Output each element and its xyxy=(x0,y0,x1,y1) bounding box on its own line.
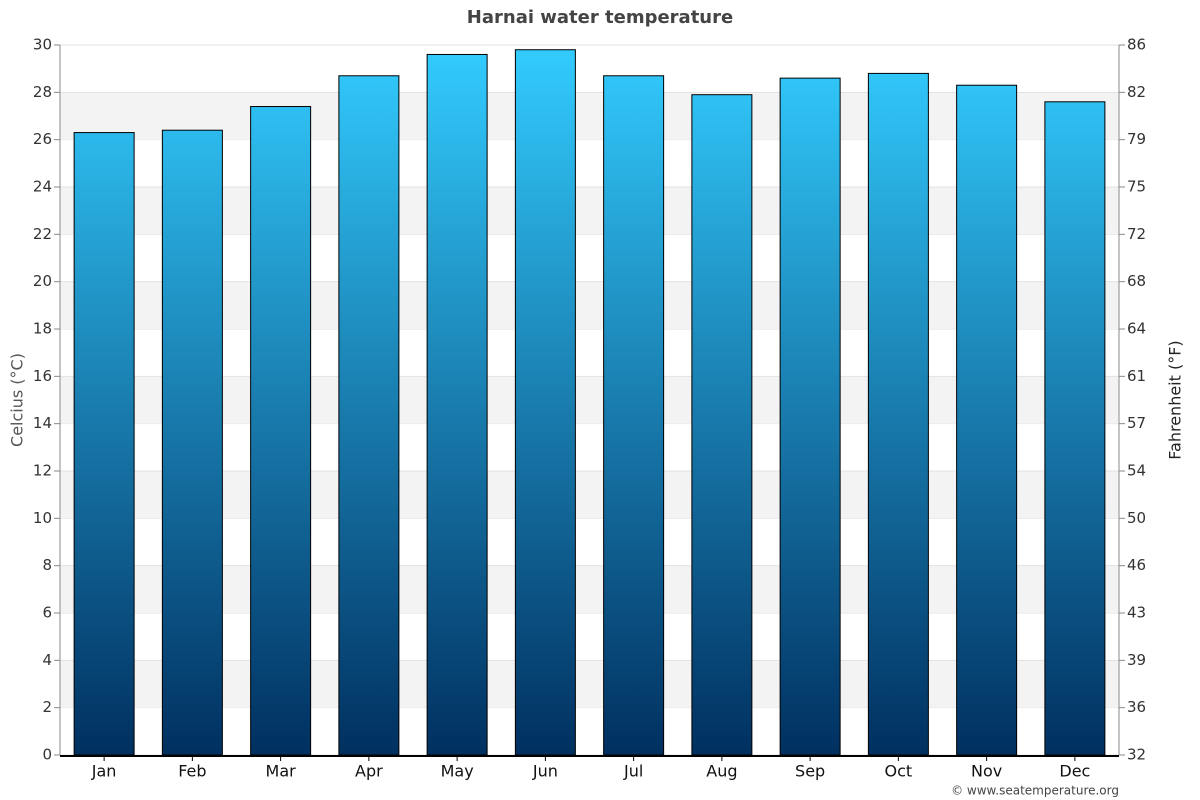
y2-tick-label: 61 xyxy=(1127,367,1146,385)
y-tick-label: 8 xyxy=(42,556,52,574)
y-tick-label: 0 xyxy=(42,746,52,764)
y2-tick-label: 57 xyxy=(1127,414,1146,432)
y-tick-label: 20 xyxy=(33,272,52,290)
bar xyxy=(426,53,488,756)
y2-tick-label: 46 xyxy=(1127,556,1146,574)
y-tick-label: 24 xyxy=(33,178,52,196)
x-tick-label: Nov xyxy=(971,762,1002,781)
grid-band xyxy=(60,660,1119,708)
bar xyxy=(338,75,400,756)
y2-tick-label: 32 xyxy=(1127,746,1146,764)
y2-tick-label: 64 xyxy=(1127,320,1146,338)
bar xyxy=(691,94,753,756)
y2-tick-label: 54 xyxy=(1127,462,1146,480)
grid-band xyxy=(60,376,1119,424)
y2-tick-label: 82 xyxy=(1127,83,1146,101)
grid-band xyxy=(60,471,1119,519)
y-tick-label: 26 xyxy=(33,130,52,148)
y-axis-label: Celcius (°C) xyxy=(8,353,27,447)
x-tick-label: Jul xyxy=(623,762,643,781)
bar xyxy=(1044,101,1106,756)
y-tick-label: 6 xyxy=(42,604,52,622)
y2-tick-label: 68 xyxy=(1127,272,1146,290)
y2-tick-label: 50 xyxy=(1127,509,1146,527)
x-tick-label: Dec xyxy=(1059,762,1090,781)
y2-axis-label: Fahrenheit (°F) xyxy=(1166,340,1185,459)
y-tick-label: 18 xyxy=(33,320,52,338)
x-tick-label: Apr xyxy=(355,762,383,781)
y-tick-label: 30 xyxy=(33,36,52,54)
x-tick-label: Oct xyxy=(885,762,913,781)
x-tick-label: Jan xyxy=(91,762,117,781)
grid-band xyxy=(60,565,1119,613)
y-tick-label: 10 xyxy=(33,509,52,527)
y-tick-label: 12 xyxy=(33,462,52,480)
y2-tick-label: 36 xyxy=(1127,698,1146,716)
grid-band xyxy=(60,281,1119,329)
bar xyxy=(956,84,1018,756)
x-tick-label: Feb xyxy=(178,762,206,781)
bar xyxy=(603,75,665,756)
y2-tick-label: 72 xyxy=(1127,225,1146,243)
credit: © www.seatemperature.org xyxy=(951,784,1119,798)
bar xyxy=(514,49,576,756)
grid-band xyxy=(60,92,1119,140)
y-tick-label: 2 xyxy=(42,698,52,716)
bar xyxy=(867,72,929,756)
y-tick-label: 22 xyxy=(33,225,52,243)
y2-tick-label: 75 xyxy=(1127,178,1146,196)
bar xyxy=(161,129,223,756)
y2-tick-label: 39 xyxy=(1127,651,1146,669)
bar xyxy=(250,106,312,756)
chart-title: Harnai water temperature xyxy=(467,7,733,28)
y2-tick-label: 86 xyxy=(1127,36,1146,54)
bar xyxy=(779,77,841,756)
y2-tick-label: 43 xyxy=(1127,604,1146,622)
grid-band xyxy=(60,187,1119,235)
y-tick-label: 14 xyxy=(33,414,52,432)
x-tick-label: May xyxy=(441,762,474,781)
y-tick-label: 4 xyxy=(42,651,52,669)
y-tick-label: 28 xyxy=(33,83,52,101)
y-tick-label: 16 xyxy=(33,367,52,385)
bar xyxy=(73,132,135,756)
x-tick-label: Aug xyxy=(706,762,737,781)
y2-tick-label: 79 xyxy=(1127,130,1146,148)
x-tick-label: Mar xyxy=(266,762,297,781)
x-tick-label: Jun xyxy=(532,762,558,781)
x-tick-label: Sep xyxy=(795,762,825,781)
